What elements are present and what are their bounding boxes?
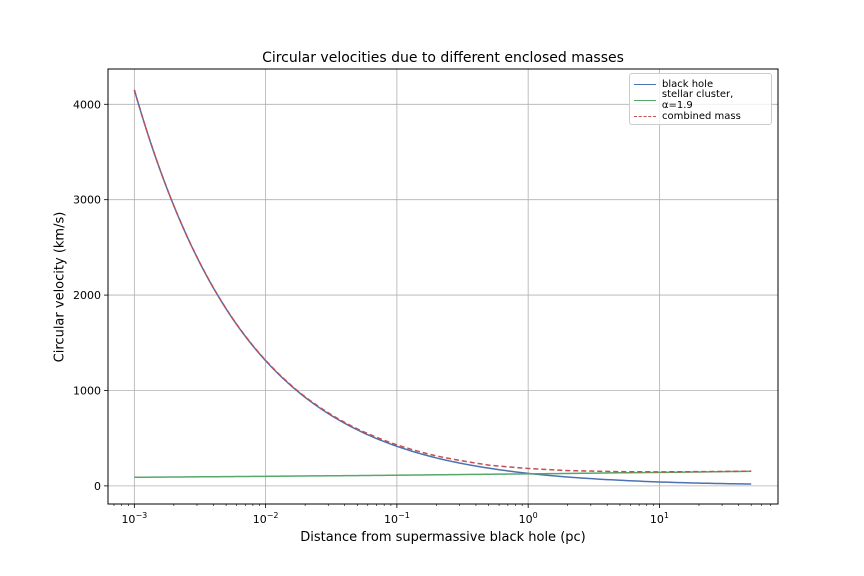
legend-entry-stellar-cluster: stellar cluster, α=1.9 [634,89,767,111]
y-tick-label: 0 [94,480,101,493]
x-tick-label: 10−2 [253,511,279,526]
y-axis-label: Circular velocity (km/s) [52,211,68,363]
x-tick-label: 100 [519,511,538,526]
x-tick-label: 10−3 [121,511,147,526]
legend-entry-combined-mass: combined mass [634,108,767,124]
legend: black hole stellar cluster, α=1.9 combin… [629,73,772,125]
legend-entry-black-hole: black hole [634,76,767,92]
y-tick-label: 1000 [73,384,101,397]
series-layer [133,89,752,485]
series-line-black-hole [133,89,752,485]
legend-label-stellar-cluster: stellar cluster, α=1.9 [661,89,734,111]
y-tick-label: 2000 [73,289,101,302]
x-tick-label: 101 [650,511,669,526]
legend-label-black-hole: black hole [662,78,714,90]
legend-swatch-stellar-cluster [634,99,656,101]
x-tick-label: 10−1 [384,511,410,526]
chart-title: Circular velocities due to different enc… [262,50,624,66]
x-axis-label: Distance from supermassive black hole (p… [300,530,586,545]
legend-swatch-combined-mass [634,115,656,117]
plot-frame [107,68,779,505]
series-line-combined-mass [133,89,752,473]
legend-swatch-black-hole [634,83,656,85]
y-tick-label: 3000 [73,194,101,207]
series-line-stellar-cluster-1-9 [134,470,752,479]
y-tick-label: 4000 [73,98,101,111]
axis-ticks: 10−3 10−2 10−1 100 101 0 1000 2000 3000 4000 [73,98,771,526]
plot-area [108,69,778,504]
legend-label-combined-mass: combined mass [662,110,741,122]
